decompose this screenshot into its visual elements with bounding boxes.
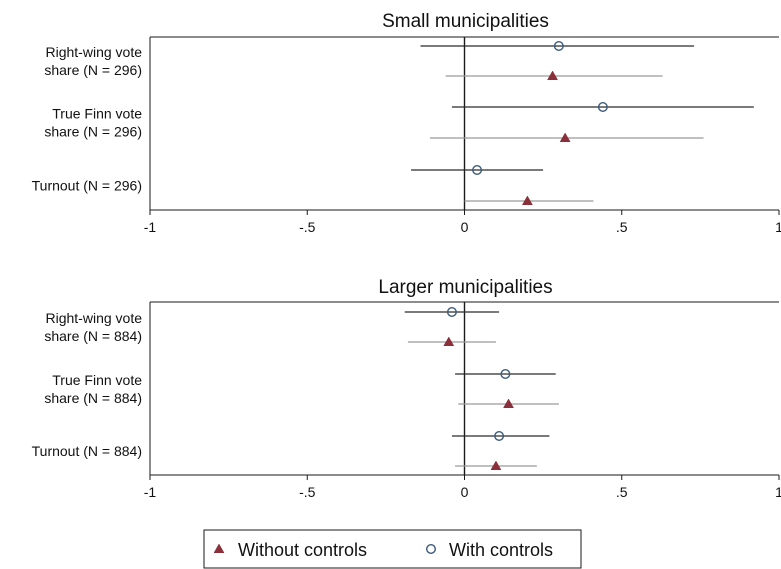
panel-larger-municipalities: Larger municipalities -1 -.5 0 .5 1 Right-wing… (32, 277, 781, 500)
x-tick-label: 1 (775, 219, 781, 235)
legend: Without controls With controls (203, 529, 582, 569)
y-category-label: True Finn vote share (N = 884) (44, 372, 142, 406)
y-category-label-line: share (N = 296) (44, 124, 142, 140)
y-category-label-line: share (N = 884) (44, 390, 142, 406)
x-tick-label: -1 (144, 219, 157, 235)
y-category-label: Turnout (N = 296) (32, 178, 142, 194)
y-category-label: Right-wing vote share (N = 296) (44, 44, 142, 78)
point-with-controls (494, 431, 505, 442)
legend-box (203, 529, 582, 569)
point-with-controls (597, 101, 608, 112)
y-category-label-line: True Finn vote (52, 372, 142, 388)
point-without-controls (490, 460, 502, 470)
x-tick-label: 0 (461, 484, 469, 500)
x-tick-label: -.5 (299, 219, 316, 235)
point-without-controls (559, 132, 571, 142)
point-without-controls (521, 195, 533, 205)
point-with-controls (500, 369, 511, 380)
panel-title: Small municipalities (382, 11, 549, 32)
y-category-label-line: share (N = 884) (44, 328, 142, 344)
y-category-label: Right-wing vote share (N = 884) (44, 310, 142, 344)
panel-small-municipalities: Small municipalities -1 -.5 0 .5 1 Right-wing … (32, 11, 781, 235)
y-category-label-line: Right-wing vote (46, 310, 143, 326)
legend-circle-marker (426, 544, 437, 555)
y-category-label-line: Turnout (N = 884) (32, 443, 142, 459)
x-tick-label: -.5 (299, 484, 316, 500)
legend-label: With controls (449, 540, 553, 560)
x-tick-label: .5 (616, 219, 628, 235)
point-with-controls (553, 41, 564, 52)
y-category-label: True Finn vote share (N = 296) (44, 106, 142, 140)
point-with-controls (472, 164, 483, 175)
y-category-label-line: Right-wing vote (46, 44, 143, 60)
x-tick-label: 1 (775, 484, 781, 500)
point-without-controls (503, 398, 514, 408)
y-category-label: Turnout (N = 884) (32, 443, 142, 459)
panel-title: Larger municipalities (378, 277, 552, 298)
x-tick-label: -1 (144, 484, 157, 500)
y-category-label-line: Turnout (N = 296) (32, 178, 142, 194)
y-category-label-line: share (N = 296) (44, 62, 142, 78)
y-category-label-line: True Finn vote (52, 106, 142, 122)
legend-triangle-marker (213, 543, 225, 553)
x-tick-label: 0 (461, 219, 469, 235)
x-tick-label: .5 (616, 484, 628, 500)
point-without-controls (547, 70, 558, 80)
point-with-controls (446, 307, 457, 318)
legend-label: Without controls (238, 540, 367, 560)
point-without-controls (443, 336, 455, 346)
